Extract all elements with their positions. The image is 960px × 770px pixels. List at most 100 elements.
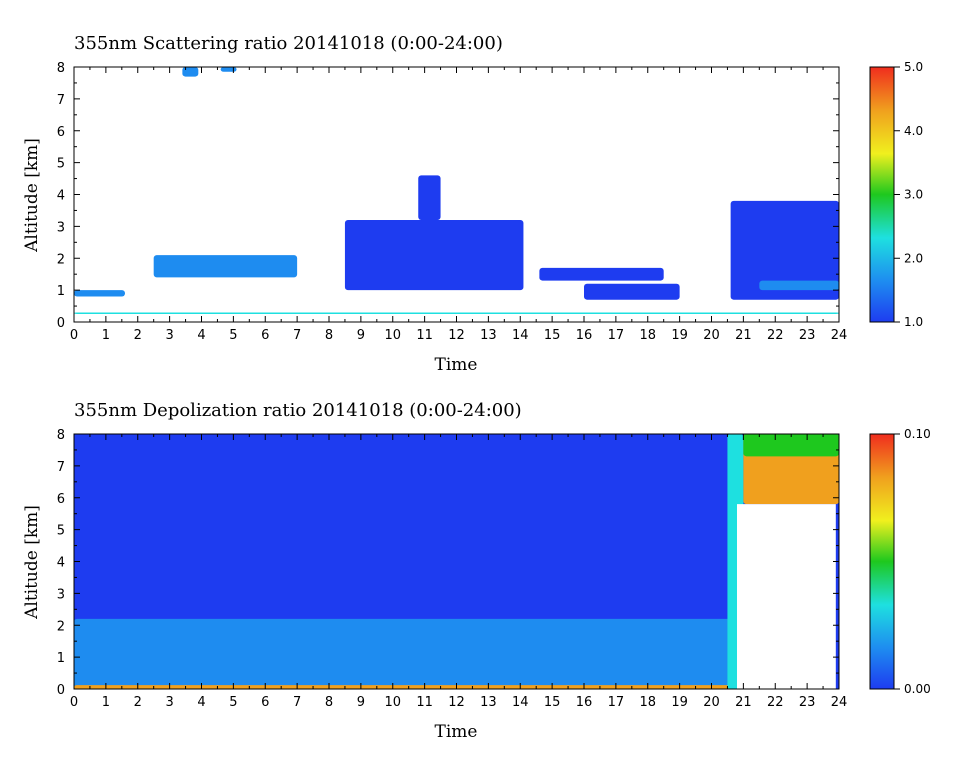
x-tick-label: 10 [384,328,401,343]
heatmap-region-2 [182,67,199,77]
heatmap-region-3 [220,67,237,72]
x-tick-label: 17 [608,328,625,343]
y-tick-label: 7 [57,93,65,108]
x-tick-label: 2 [134,328,142,343]
depolization-xlabel: Time [435,722,478,742]
colorbar-tick-label: 2.0 [904,251,923,265]
colorbar-tick-label: 0.10 [904,427,931,441]
colorbar-tick-label: 4.0 [904,124,923,138]
x-tick-label: 7 [293,695,301,710]
x-tick-label: 7 [293,328,301,343]
x-tick-label: 24 [831,695,848,710]
x-tick-label: 8 [325,328,333,343]
scattering-colorbar-ticks: 1.0 2.0 3.0 4.0 5.0 [894,60,923,329]
scattering-title: 355nm Scattering ratio 20141018 (0:00-24… [74,33,503,54]
heatmap-region-2 [74,685,731,689]
depolization-colorbar [869,433,895,690]
x-tick-label: 24 [831,328,848,343]
x-tick-label: 13 [480,328,497,343]
scattering-xlabel: Time [435,355,478,375]
x-tick-label: 12 [448,695,465,710]
heatmap-region-6 [539,267,664,281]
x-tick-label: 18 [639,328,656,343]
colorbar-tick-label: 3.0 [904,188,923,202]
x-tick-label: 8 [325,695,333,710]
depolization-x-ticks: 0 1 2 3 4 5 6 7 8 9 10 11 12 13 14 15 16 17 18 19 20 21 22 23 24 [70,434,847,710]
heatmap-region-5 [743,434,839,457]
x-tick-label: 23 [799,695,816,710]
x-tick-label: 14 [512,695,529,710]
x-tick-label: 5 [229,695,237,710]
y-tick-label: 2 [57,252,65,267]
x-tick-label: 16 [576,695,593,710]
heatmap-region-0 [74,290,125,297]
x-tick-label: 15 [544,328,561,343]
x-tick-label: 3 [165,328,173,343]
x-tick-label: 13 [480,695,497,710]
x-tick-label: 19 [671,328,688,343]
scattering-colorbar [869,66,895,323]
scattering-ratio-panel: 355nm Scattering ratio 20141018 (0:00-24… [22,33,923,375]
y-tick-label: 6 [57,492,65,507]
y-tick-label: 8 [57,61,65,76]
x-tick-label: 20 [703,695,720,710]
x-tick-label: 11 [416,695,433,710]
heatmap-region-8 [730,200,839,300]
x-tick-label: 19 [671,695,688,710]
x-tick-label: 15 [544,695,561,710]
colorbar-tick-label: 1.0 [904,315,923,329]
y-tick-label: 1 [57,651,65,666]
depolization-y-ticks: 0 1 2 3 4 5 6 7 8 [57,428,839,698]
heatmap-region-9 [759,280,839,291]
x-tick-label: 11 [416,328,433,343]
x-tick-label: 22 [767,328,784,343]
depolization-ratio-panel: 355nm Depolization ratio 20141018 (0:00-… [22,400,931,742]
y-tick-label: 5 [57,157,65,172]
x-tick-label: 14 [512,328,529,343]
scattering-y-ticks: 0 1 2 3 4 5 6 7 8 [57,61,839,331]
y-tick-label: 0 [57,316,65,331]
scattering-plot-area [74,67,839,322]
heatmap-region-7 [584,283,680,300]
heatmap-region-5 [418,175,441,220]
x-tick-label: 1 [102,328,110,343]
x-tick-label: 9 [357,695,365,710]
x-tick-label: 18 [639,695,656,710]
y-tick-label: 8 [57,428,65,443]
x-tick-label: 21 [735,695,752,710]
x-tick-label: 17 [608,695,625,710]
x-tick-label: 3 [165,695,173,710]
y-tick-label: 4 [57,189,65,204]
x-tick-label: 6 [261,328,269,343]
heatmap-region-1 [153,255,298,278]
y-tick-label: 5 [57,524,65,539]
x-tick-label: 2 [134,695,142,710]
no-data-region [737,504,836,689]
colorbar-tick-label: 0.00 [904,682,931,696]
depolization-plot-area [74,434,839,689]
x-tick-label: 21 [735,328,752,343]
scattering-x-ticks: 0 1 2 3 4 5 6 7 8 9 10 11 12 13 14 15 16 17 18 19 20 21 22 23 24 [70,67,847,343]
x-tick-label: 22 [767,695,784,710]
x-tick-label: 23 [799,328,816,343]
x-tick-label: 20 [703,328,720,343]
heatmap-region-1 [74,669,731,689]
heatmap-region-4 [344,220,524,291]
y-tick-label: 3 [57,587,65,602]
y-tick-label: 7 [57,460,65,475]
depolization-ylabel: Altitude [km] [22,505,42,620]
x-tick-label: 6 [261,695,269,710]
depolization-title: 355nm Depolization ratio 20141018 (0:00-… [74,400,522,421]
x-tick-label: 0 [70,695,78,710]
x-tick-label: 4 [197,695,205,710]
x-tick-label: 0 [70,328,78,343]
y-tick-label: 4 [57,556,65,571]
depolization-colorbar-ticks: 0.00 0.10 [894,427,931,696]
colorbar-tick-label: 5.0 [904,60,923,74]
y-tick-label: 1 [57,284,65,299]
x-tick-label: 5 [229,328,237,343]
x-tick-label: 12 [448,328,465,343]
y-tick-label: 0 [57,683,65,698]
x-tick-label: 4 [197,328,205,343]
